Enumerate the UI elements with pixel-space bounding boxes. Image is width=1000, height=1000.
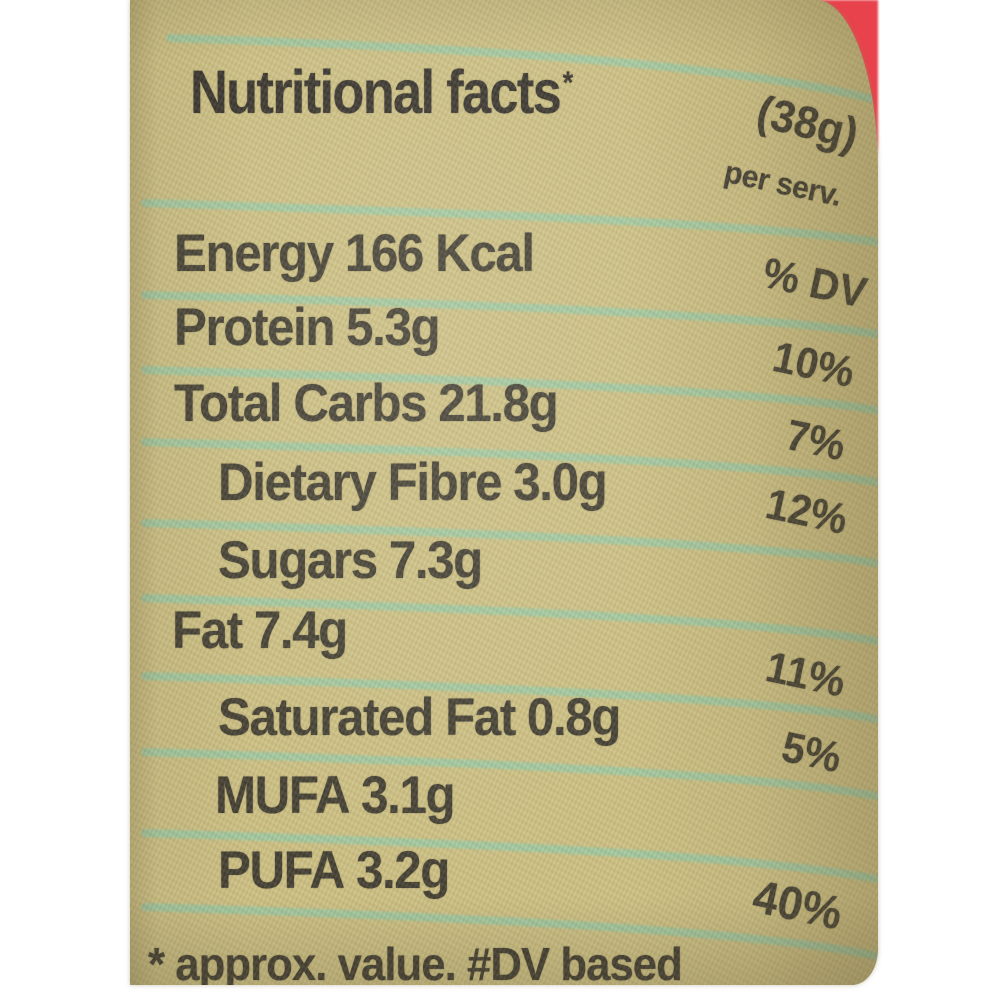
- rule-line: [141, 903, 878, 960]
- nutrition-row-pufa: PUFA 3.2g: [218, 841, 450, 900]
- rule-line: [166, 34, 878, 104]
- dv-value-total-carbs: 7%: [781, 411, 850, 471]
- rule-line: [141, 594, 878, 645]
- label-title-text: Nutritional facts: [190, 58, 562, 126]
- rule-line: [141, 366, 878, 414]
- row-name: Energy: [174, 224, 334, 283]
- row-name: MUFA: [215, 766, 350, 825]
- row-amount: 3.0g: [513, 453, 607, 512]
- row-amount: 3.2g: [355, 841, 450, 900]
- nutrition-row-fat: Fat 7.4g: [172, 601, 348, 660]
- nutrition-row-total-carbs: Total Carbs 21.8g: [174, 374, 559, 433]
- row-name: Protein: [174, 298, 335, 357]
- row-amount: 0.8g: [526, 688, 621, 747]
- row-amount: 3.1g: [361, 766, 455, 825]
- row-name: Fat: [172, 601, 243, 660]
- title-asterisk: *: [562, 64, 574, 101]
- rule-line: [141, 748, 878, 800]
- row-amount: 7.4g: [253, 601, 348, 660]
- row-name: PUFA: [218, 841, 345, 900]
- rule-line: [141, 672, 878, 723]
- nutrition-row-saturated-fat: Saturated Fat 0.8g: [218, 688, 621, 747]
- row-name: Dietary Fibre: [218, 453, 503, 512]
- row-amount: 21.8g: [438, 374, 558, 433]
- row-amount: 7.3g: [388, 531, 483, 590]
- rule-line: [141, 199, 878, 246]
- label-title: Nutritional facts*: [190, 62, 573, 123]
- rule-line: [141, 519, 878, 567]
- nutrition-label: Nutritional facts* (38g) per serv. Energ…: [130, 0, 878, 985]
- rule-line: [141, 829, 878, 883]
- row-amount: 166 Kcal: [344, 224, 535, 283]
- row-name: Total Carbs: [174, 374, 428, 433]
- nutrition-row-protein: Protein 5.3g: [174, 298, 441, 357]
- rule-line: [141, 438, 878, 486]
- nutrition-row-energy: Energy 166 Kcal: [174, 224, 535, 283]
- nutrition-row-sugars: Sugars 7.3g: [218, 531, 483, 590]
- dv-value-saturated-fat: 5%: [777, 723, 846, 783]
- row-amount: 5.3g: [346, 298, 440, 357]
- row-name: Saturated Fat: [218, 688, 516, 747]
- nutrition-row-dietary-fibre: Dietary Fibre 3.0g: [218, 453, 608, 512]
- rule-lines: [141, 34, 878, 960]
- rule-line: [141, 291, 878, 338]
- row-name: Sugars: [218, 531, 378, 590]
- footnote: * approx. value. #DV based: [148, 938, 683, 985]
- nutrition-row-mufa: MUFA 3.1g: [215, 766, 456, 825]
